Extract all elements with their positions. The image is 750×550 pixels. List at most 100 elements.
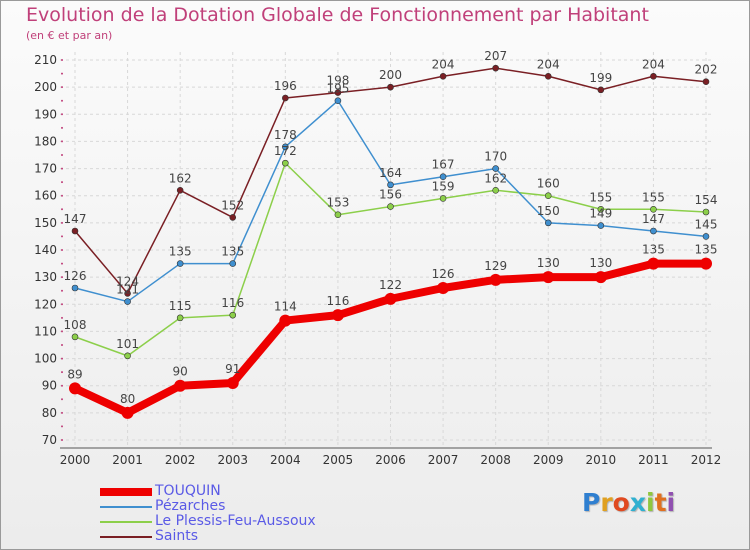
y-minor-tick [61, 59, 63, 61]
y-minor-tick [61, 113, 63, 116]
data-label: 156 [379, 188, 402, 202]
data-point [387, 203, 394, 210]
data-label: 204 [537, 57, 560, 71]
data-point [69, 382, 81, 395]
data-label: 162 [484, 171, 507, 185]
data-label: 135 [221, 245, 244, 259]
data-point [176, 260, 184, 267]
data-point [71, 333, 79, 341]
data-label: 116 [326, 294, 349, 308]
legend-swatch-le-plessis [100, 520, 152, 523]
y-minor-tick [61, 140, 63, 143]
y-tick-labels: 70 80 90 100 110 120 130 140 150 160 170 180 190 200 2… [34, 53, 57, 447]
y-minor-tick [61, 235, 63, 238]
data-label: 116 [221, 296, 244, 310]
data-label: 204 [642, 57, 665, 71]
y-tick-label: 170 [34, 162, 57, 176]
chart-title: Evolution de la Dotation Globale de Fonc… [26, 4, 649, 26]
data-label: 207 [484, 49, 507, 63]
data-point [279, 314, 292, 327]
logo-letter: P [582, 488, 601, 517]
data-label: 204 [432, 57, 455, 71]
data-label: 167 [432, 158, 455, 172]
data-point [282, 159, 289, 167]
data-point [226, 377, 239, 389]
data-point [544, 72, 552, 80]
y-minor-tick [61, 126, 63, 129]
data-point [597, 222, 605, 229]
y-tick-label: 180 [34, 134, 57, 148]
data-point [71, 284, 79, 292]
data-label: 200 [379, 68, 402, 82]
legend-label-touquin: TOUQUIN [155, 483, 221, 499]
y-minor-tick [61, 398, 63, 401]
legend-swatch-saints [100, 535, 152, 538]
data-label: 91 [225, 362, 240, 376]
y-minor-tick [61, 99, 63, 102]
legend-label-pezarches: Pézarches [155, 498, 226, 514]
y-minor-tick [61, 439, 63, 441]
y-minor-tick [61, 154, 63, 156]
data-label: 130 [537, 256, 560, 270]
y-minor-tick [61, 357, 63, 360]
data-label: 90 [173, 365, 188, 379]
data-point [229, 260, 237, 267]
data-point [439, 173, 447, 181]
data-label: 172 [274, 144, 297, 158]
x-tick-label: 2011 [638, 453, 669, 467]
data-label: 108 [64, 318, 87, 332]
data-point [542, 271, 555, 284]
data-point [387, 83, 394, 91]
data-label: 198 [326, 74, 349, 88]
data-point [384, 292, 397, 305]
axes [60, 59, 712, 449]
legend-label-le-plessis: Le Plessis-Feu-Aussoux [155, 513, 316, 529]
data-point [597, 205, 605, 213]
y-tick-label: 210 [34, 53, 57, 67]
x-tick-label: 2009 [533, 453, 564, 467]
data-point [124, 352, 131, 360]
data-label: 155 [642, 190, 665, 204]
data-point [71, 227, 79, 235]
data-point [331, 309, 344, 322]
chart-subtitle: (en € et par an) [26, 29, 113, 42]
data-point [282, 94, 289, 102]
data-point [334, 97, 342, 105]
y-minor-tick [61, 262, 63, 265]
data-point [702, 208, 710, 216]
logo-letter: x [629, 488, 646, 517]
data-label: 135 [642, 243, 665, 257]
data-point [700, 257, 712, 270]
data-point [702, 78, 710, 86]
y-minor-tick [61, 249, 63, 251]
x-tick-label: 2003 [217, 453, 248, 467]
data-point [439, 72, 447, 80]
data-label: 154 [695, 193, 718, 207]
y-minor-tick [61, 181, 63, 184]
y-tick-label: 100 [34, 352, 57, 366]
data-label: 135 [169, 245, 192, 259]
data-point [489, 273, 502, 286]
data-label: 160 [537, 177, 560, 191]
data-point [597, 86, 605, 94]
data-label: 147 [64, 212, 87, 226]
data-label: 162 [169, 171, 192, 185]
data-point [650, 205, 657, 213]
x-tick-label: 2004 [270, 453, 301, 467]
data-point [334, 211, 342, 219]
data-point [124, 298, 131, 305]
logo-letter: o [612, 488, 630, 517]
legend: TOUQUIN Pézarches Le Plessis-Feu-Aussoux… [100, 484, 316, 544]
data-label: 150 [537, 204, 560, 218]
y-minor-tick [61, 330, 63, 333]
legend-label-saints: Saints [155, 528, 199, 544]
x-tick-label: 2005 [323, 453, 354, 467]
x-tick-label: 2001 [112, 453, 143, 467]
y-minor-tick [61, 72, 63, 75]
y-minor-tick [61, 316, 63, 319]
logo-letter: t [654, 488, 667, 517]
data-label: 147 [642, 212, 665, 226]
data-label: 115 [169, 299, 192, 313]
y-tick-label: 110 [34, 324, 57, 338]
